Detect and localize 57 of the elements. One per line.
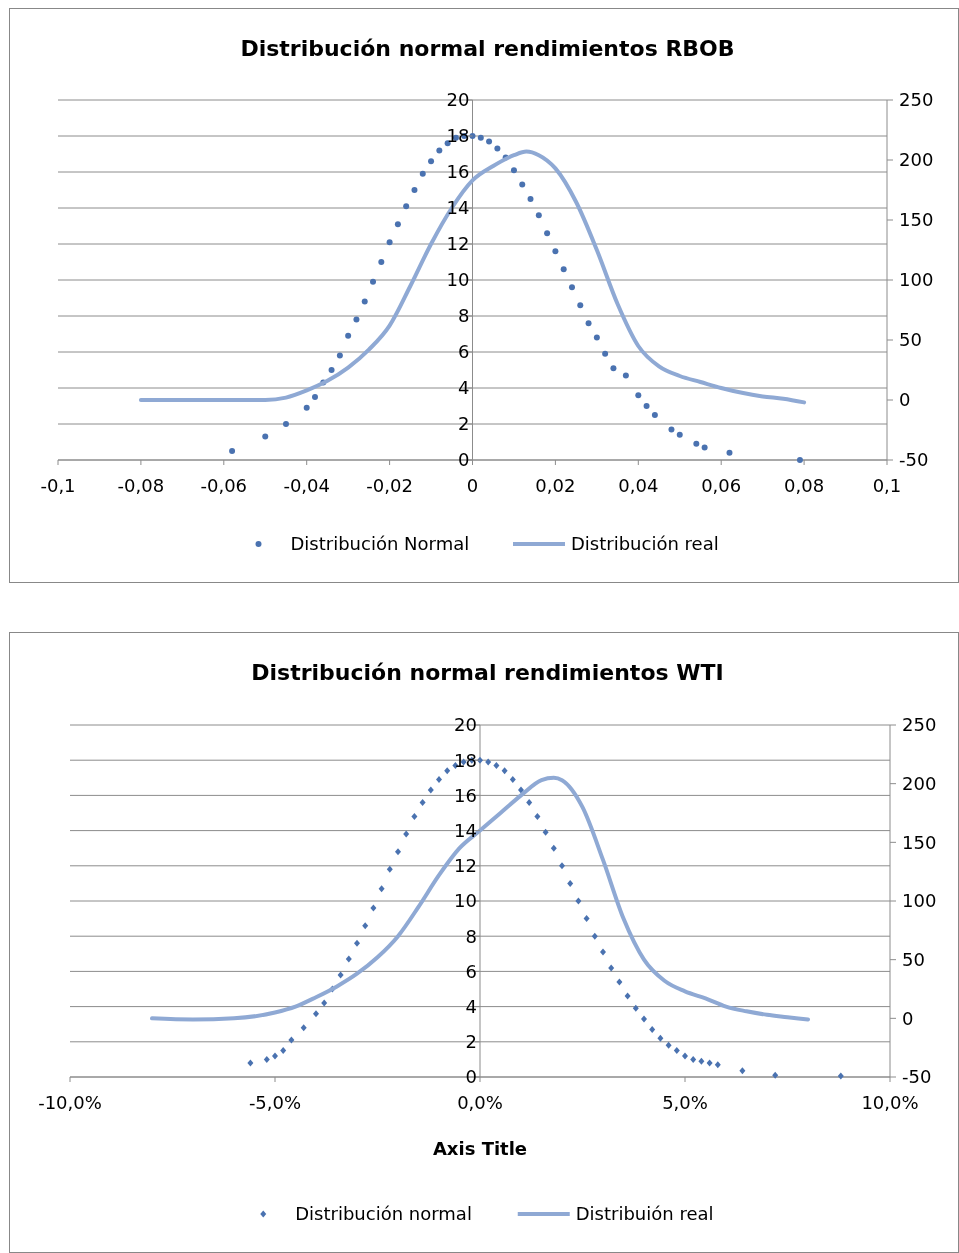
y-tick-label: 0 <box>465 1066 477 1088</box>
y2-tick-label: 150 <box>902 831 937 853</box>
y-tick-label: 6 <box>465 960 477 982</box>
y2-tick-label: 0 <box>902 1007 914 1029</box>
x-tick-label: 0,08 <box>784 475 825 496</box>
y-tick-label: 0 <box>458 449 470 471</box>
x-tick-label: 0,02 <box>535 475 576 496</box>
x-tick-label: -5,0% <box>248 1092 302 1113</box>
y2-tick-label: -50 <box>902 1066 932 1088</box>
y2-tick-label: -50 <box>899 449 929 471</box>
y-tick-label: 16 <box>454 784 477 806</box>
x-tick-label: 0,06 <box>701 475 742 496</box>
x-tick-label: -10,0% <box>38 1092 102 1113</box>
x-tick-label: 5,0% <box>662 1092 708 1113</box>
y-tick-label: 8 <box>465 925 477 947</box>
x-axis-title: Axis Title <box>432 1138 528 1159</box>
x-tick-label: 10,0% <box>861 1092 919 1113</box>
y2-tick-label: 50 <box>899 329 922 351</box>
y-tick-label: 20 <box>446 89 470 111</box>
x-tick-label: 0,04 <box>618 475 659 496</box>
chart-title: Distribución normal rendimientos WTI <box>251 660 724 685</box>
y2-tick-label: 100 <box>902 890 937 912</box>
y2-tick-label: 250 <box>899 89 934 111</box>
y-tick-label: 10 <box>454 890 477 912</box>
y-tick-label: 4 <box>465 995 477 1017</box>
x-tick-label: -0,02 <box>366 475 413 496</box>
y-tick-label: 12 <box>454 855 477 877</box>
y-tick-label: 14 <box>454 819 477 841</box>
y2-tick-label: 0 <box>899 389 911 411</box>
y-tick-label: 8 <box>458 305 470 327</box>
legend-label: Distribución Normal <box>290 533 470 555</box>
y-tick-label: 4 <box>458 377 470 399</box>
y-tick-label: 10 <box>446 269 470 291</box>
y-tick-label: 18 <box>454 749 477 771</box>
y-tick-label: 20 <box>454 714 477 736</box>
x-tick-label: 0,1 <box>872 475 902 496</box>
y2-tick-label: 200 <box>899 149 934 171</box>
y-tick-label: 6 <box>458 341 470 363</box>
chart-title: Distribución normal rendimientos RBOB <box>240 36 735 61</box>
x-tick-label: -0,08 <box>117 475 165 496</box>
y-tick-label: 2 <box>465 1031 477 1053</box>
y2-tick-label: 150 <box>899 209 934 231</box>
y2-tick-label: 100 <box>899 269 934 291</box>
y2-tick-label: 250 <box>902 714 937 736</box>
legend-label: Distribución normal <box>295 1203 472 1225</box>
y-tick-label: 16 <box>446 161 470 183</box>
x-tick-label: -0,06 <box>200 475 248 496</box>
y2-tick-label: 200 <box>902 772 937 794</box>
x-tick-label: -0,04 <box>283 475 330 496</box>
y2-tick-label: 50 <box>902 948 925 970</box>
legend-label: Distribuión real <box>575 1203 714 1225</box>
y-tick-label: 14 <box>446 197 470 219</box>
legend-label: Distribución real <box>571 533 719 555</box>
y-tick-label: 2 <box>458 413 470 435</box>
y-tick-label: 12 <box>446 233 470 255</box>
x-tick-label: 0,0% <box>457 1092 503 1113</box>
x-tick-label: -0,1 <box>40 475 76 496</box>
